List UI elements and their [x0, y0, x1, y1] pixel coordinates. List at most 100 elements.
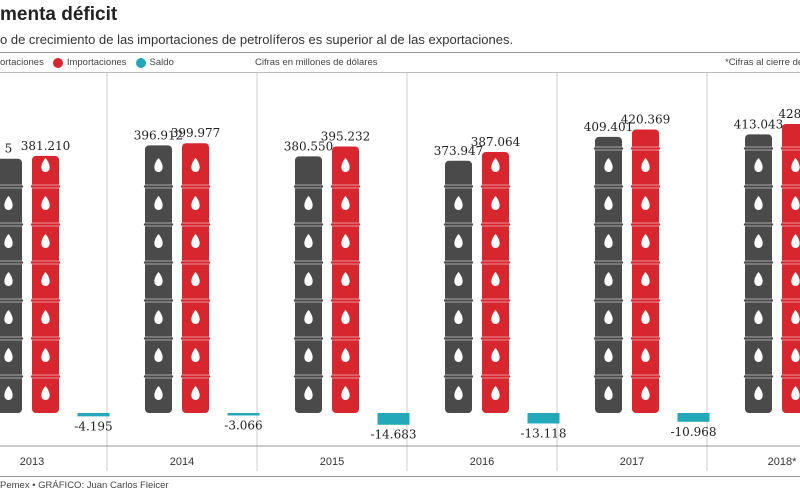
barrel-rim [780, 374, 800, 379]
oil-drop-icon [454, 348, 463, 362]
barrel-rim [480, 222, 511, 227]
footnote-marker: *Cifras al cierre de n [725, 57, 800, 68]
oil-drop-icon [491, 348, 500, 362]
units-note: Cifras en millones de dólares [255, 57, 378, 68]
barrel-rim [30, 184, 61, 189]
oil-drop-icon [4, 348, 13, 362]
barrel-rim [330, 374, 361, 379]
legend-item-imports: Importaciones [66, 57, 127, 68]
barrel-rim [443, 184, 474, 189]
bar-imports [630, 129, 661, 413]
oil-drop-icon [454, 272, 463, 286]
oil-drop-icon [341, 196, 350, 210]
oil-drop-icon [604, 272, 613, 286]
barrel-rim [743, 298, 774, 303]
oil-drop-icon [791, 158, 800, 172]
data-label-exports: 413.043 [734, 117, 784, 131]
oil-drop-icon [491, 310, 500, 324]
barrel-rim [293, 298, 324, 303]
barrel-rim [293, 336, 324, 341]
oil-drop-icon [4, 386, 13, 400]
oil-drop-icon [4, 234, 13, 248]
header-divider [0, 52, 800, 53]
oil-drop-icon [641, 158, 650, 172]
bar-exports [0, 158, 24, 413]
oil-drop-icon [791, 196, 800, 210]
bar-balance [527, 413, 560, 424]
barrel-rim [30, 374, 61, 379]
barrel-rim [743, 146, 774, 151]
barrel-rim [780, 336, 800, 341]
oil-drop-icon [154, 348, 163, 362]
oil-drop-icon [154, 310, 163, 324]
barrel-rim [330, 260, 361, 265]
oil-drop-icon [41, 386, 50, 400]
barrel-rim [593, 222, 624, 227]
barrel-rim [480, 260, 511, 265]
barrel-rim [330, 184, 361, 189]
oil-drop-icon [491, 386, 500, 400]
oil-drop-icon [491, 196, 500, 210]
barrel-rim [0, 374, 24, 379]
barrel-rim [593, 374, 624, 379]
oil-drop-icon [341, 386, 350, 400]
oil-drop-icon [4, 196, 13, 210]
barrel-rim [180, 374, 211, 379]
bar-imports [780, 124, 800, 413]
barrel-rim [630, 374, 661, 379]
data-label-exports: 380.550 [284, 139, 334, 153]
oil-drop-icon [791, 348, 800, 362]
x-tick-label: 2018* [768, 456, 797, 468]
bar-imports-body [632, 129, 659, 413]
barrel-rim [480, 336, 511, 341]
oil-drop-icon [154, 158, 163, 172]
oil-drop-icon [641, 386, 650, 400]
barrel-rim [593, 184, 624, 189]
barrel-rim [180, 260, 211, 265]
barrel-rim [0, 336, 24, 341]
barrel-rim [30, 222, 61, 227]
data-label-exports: 373.947 [434, 144, 484, 158]
barrel-rim [780, 222, 800, 227]
oil-drop-icon [191, 272, 200, 286]
oil-drop-icon [754, 158, 763, 172]
oil-drop-icon [341, 234, 350, 248]
barrel-rim [630, 336, 661, 341]
legend: ortaciones Importaciones Saldo [0, 57, 174, 68]
barrel-rim [630, 260, 661, 265]
oil-drop-icon [604, 196, 613, 210]
oil-drop-icon [304, 196, 313, 210]
oil-drop-icon [41, 158, 50, 172]
bar-exports [443, 160, 474, 413]
barrel-rim [593, 298, 624, 303]
oil-drop-icon [454, 310, 463, 324]
bar-balance [677, 413, 710, 422]
barrel-rim [743, 260, 774, 265]
bar-exports [293, 156, 324, 413]
oil-drop-icon [641, 234, 650, 248]
barrel-rim [780, 184, 800, 189]
bar-exports [593, 136, 624, 414]
oil-drop-icon [341, 272, 350, 286]
barrel-rim [143, 298, 174, 303]
barrel-rim [143, 336, 174, 341]
chart-title: menta déficit [0, 4, 118, 25]
oil-drop-icon [191, 310, 200, 324]
data-label-balance: -3.066 [224, 418, 262, 432]
bar-imports [30, 155, 61, 413]
barrel-rim [630, 146, 661, 151]
oil-drop-icon [341, 158, 350, 172]
bar-balance [377, 413, 410, 425]
barrel-rim [780, 146, 800, 151]
oil-drop-icon [41, 234, 50, 248]
barrel-rim [743, 222, 774, 227]
barrel-rim [443, 222, 474, 227]
oil-drop-icon [641, 310, 650, 324]
data-label-exports: 5 [5, 142, 13, 156]
barrel-rim [293, 184, 324, 189]
oil-drop-icon [304, 386, 313, 400]
oil-drop-icon [304, 310, 313, 324]
oil-drop-icon [791, 272, 800, 286]
barrel-rim [293, 260, 324, 265]
